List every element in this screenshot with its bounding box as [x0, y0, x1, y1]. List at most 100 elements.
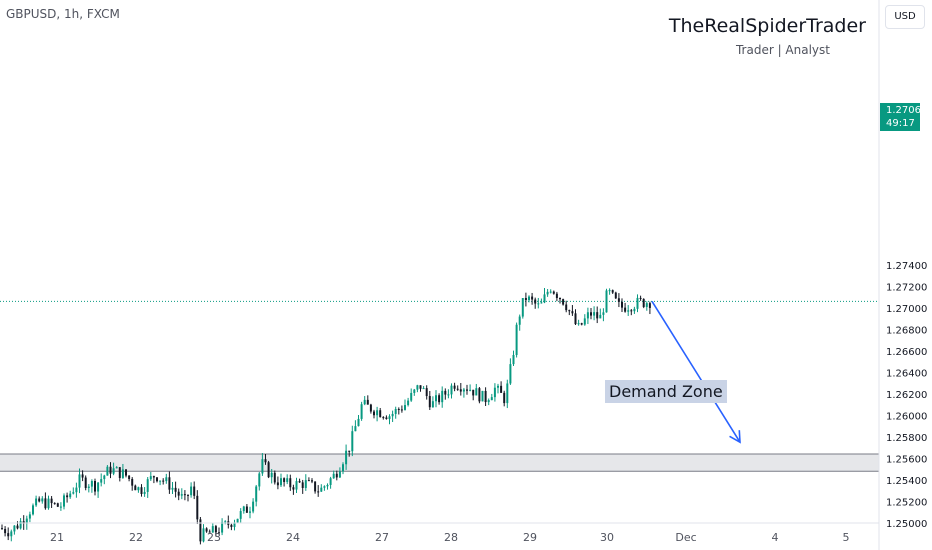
candle-body — [354, 426, 357, 432]
candle-body — [205, 528, 208, 532]
candle-body — [162, 480, 165, 482]
price-tick-label: 1.26400 — [886, 368, 927, 379]
candle-body — [574, 313, 577, 325]
price-tick-label: 1.25200 — [886, 497, 927, 508]
candle-body — [320, 487, 323, 492]
candle-body — [636, 297, 639, 309]
time-tick-label: 30 — [600, 531, 614, 544]
candle-body — [472, 389, 475, 396]
demand-zone — [0, 454, 879, 472]
candle-body — [233, 522, 236, 528]
candle-body — [276, 482, 279, 486]
candle-body — [10, 531, 13, 537]
candle-body — [41, 498, 44, 502]
price-tick-label: 1.25400 — [886, 476, 927, 487]
candle-body — [66, 495, 69, 498]
candle-body — [125, 469, 127, 476]
candle-body — [59, 506, 62, 508]
candle-body — [292, 487, 295, 490]
candle-body — [214, 526, 217, 533]
candle-body — [44, 498, 47, 509]
candle-body — [224, 521, 227, 523]
candle-body — [360, 404, 363, 419]
candle-body — [100, 479, 103, 483]
candle-body — [441, 390, 444, 403]
candle-body — [165, 477, 168, 482]
time-axis[interactable]: 21 22 23 24 27 28 29 30 Dec 4 5 — [50, 531, 850, 544]
candle-body — [345, 450, 348, 465]
candle-body — [413, 389, 416, 393]
candle-body — [304, 480, 307, 488]
candle-body — [611, 290, 614, 293]
candle-body — [410, 392, 413, 401]
price-tick-label: 1.25800 — [886, 433, 927, 444]
candle-body — [112, 468, 115, 474]
candle-body — [208, 531, 211, 533]
candle-body — [199, 519, 202, 542]
candle-body — [524, 298, 527, 301]
candle-body — [590, 312, 592, 316]
candle-body — [50, 498, 53, 504]
candle-body — [311, 480, 313, 482]
candle-body — [159, 480, 162, 482]
currency-button[interactable]: USD — [885, 5, 925, 29]
candle-body — [621, 301, 623, 308]
price-axis[interactable]: 1.25000 1.25200 1.25400 1.25600 1.25800 1.260… — [886, 261, 927, 530]
candle-body — [382, 417, 385, 419]
candle-body — [605, 290, 608, 313]
candle-body — [22, 521, 25, 524]
candle-body — [19, 521, 22, 529]
brand-subtitle: Trader | Analyst — [735, 43, 830, 57]
candle-body — [264, 459, 267, 463]
candle-body — [528, 296, 530, 301]
candle-body — [221, 522, 224, 533]
candle-body — [562, 299, 565, 305]
candle-body — [385, 417, 388, 420]
candle-body — [537, 303, 540, 305]
projection-arrow[interactable] — [651, 300, 741, 444]
candle-body — [506, 383, 509, 404]
candle-body — [38, 498, 41, 502]
candle-body — [503, 392, 506, 404]
symbol-legend[interactable]: GBPUSD, 1h, FXCM — [6, 7, 120, 21]
candle-body — [478, 388, 481, 402]
candle-body — [140, 487, 143, 494]
candle-body — [25, 518, 28, 524]
candle-body — [156, 477, 158, 482]
candle-body — [617, 298, 620, 302]
candle-body — [648, 303, 651, 308]
candle-body — [230, 524, 233, 528]
candle-body — [183, 494, 186, 496]
candle-body — [515, 324, 518, 355]
candle-body — [419, 385, 422, 389]
candle-body — [543, 294, 546, 303]
time-tick-label: 27 — [375, 531, 389, 544]
candle-body — [431, 401, 434, 408]
candle-body — [7, 533, 10, 537]
candle-body — [493, 387, 496, 398]
candle-body — [348, 450, 351, 452]
candle-body — [608, 290, 611, 292]
candle-body — [456, 388, 459, 390]
candle-body — [639, 297, 642, 299]
candle-body — [459, 389, 462, 392]
candle-body — [115, 467, 118, 469]
price-tick-label: 1.25600 — [886, 454, 927, 465]
candle-body — [602, 312, 605, 315]
candle-body — [131, 478, 134, 486]
candle-body — [1, 528, 3, 530]
candle-body — [81, 474, 84, 478]
candle-body — [47, 498, 50, 509]
candle-body — [512, 354, 515, 365]
candle-body — [416, 385, 419, 390]
candle-body — [258, 473, 261, 487]
candle-body — [487, 400, 490, 403]
time-tick-label: 21 — [50, 531, 64, 544]
candle-body — [118, 467, 121, 478]
candle-body — [534, 299, 537, 304]
time-tick-label: 29 — [523, 531, 537, 544]
candle-body — [546, 291, 549, 295]
candle-body — [193, 486, 196, 496]
